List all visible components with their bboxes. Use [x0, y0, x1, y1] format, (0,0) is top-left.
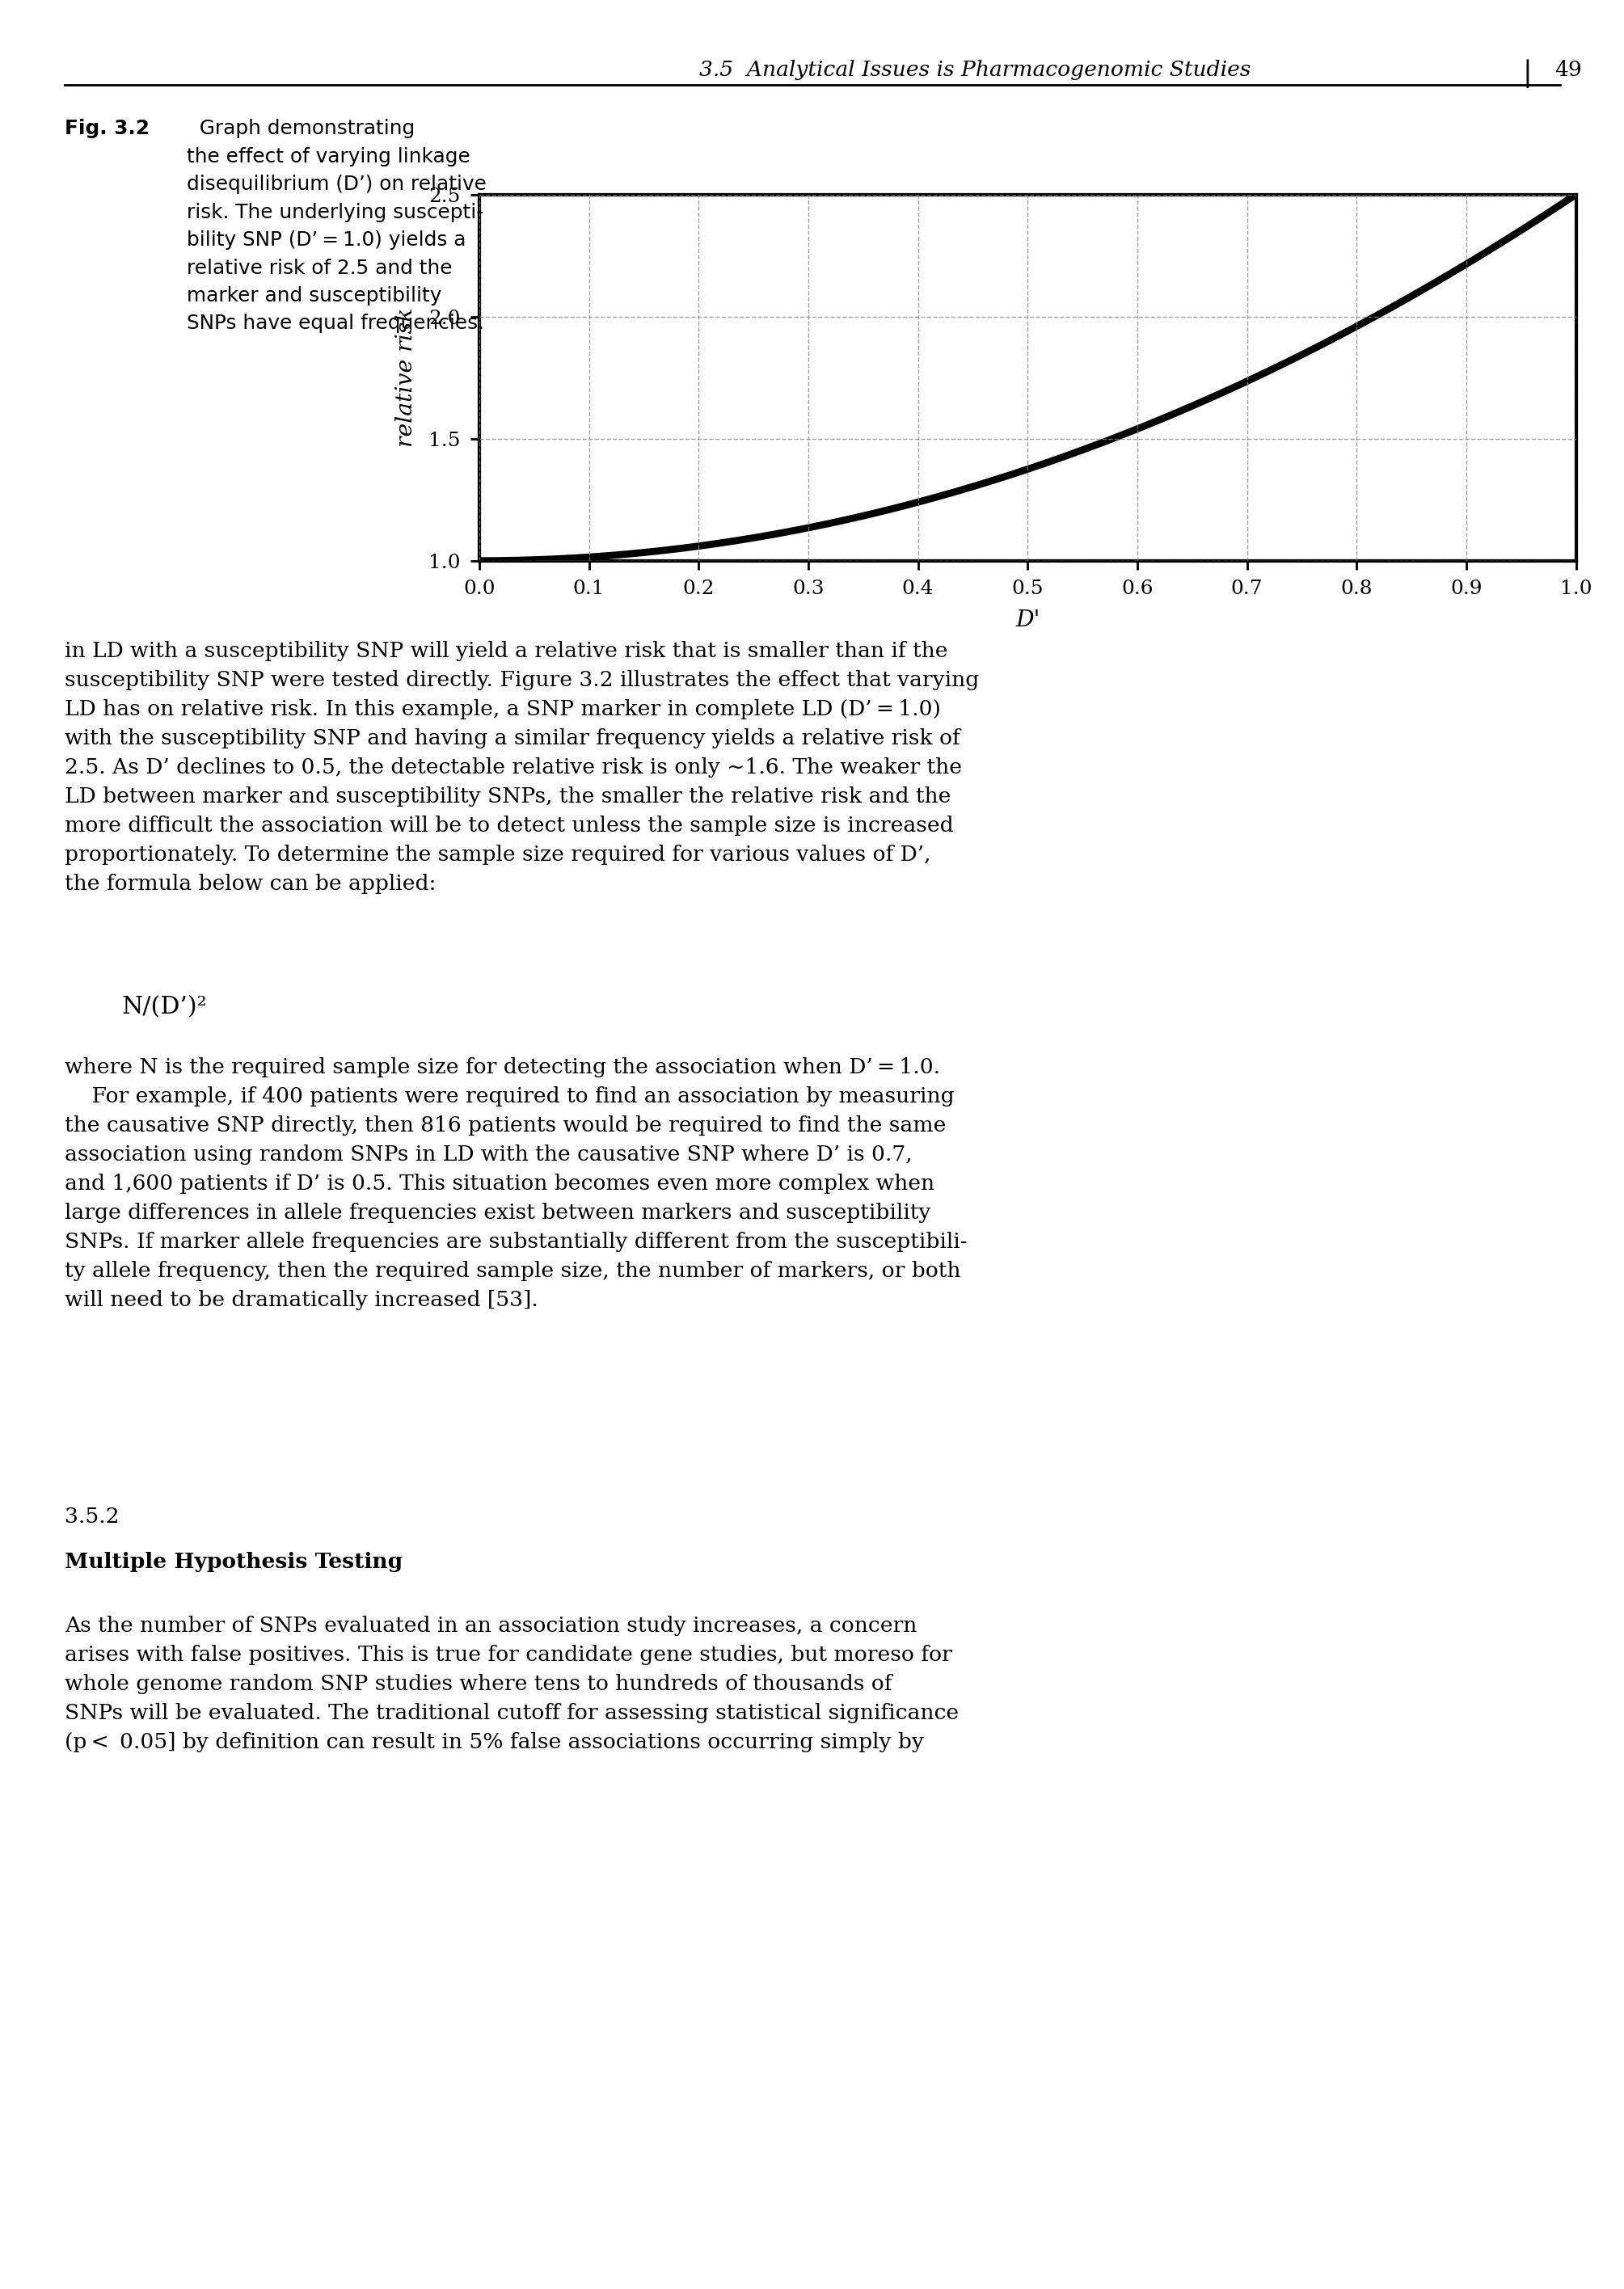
Text: As the number of SNPs evaluated in an association study increases, a concern
ari: As the number of SNPs evaluated in an as… [65, 1616, 958, 1753]
Text: 3.5  Analytical Issues is Pharmacogenomic Studies: 3.5 Analytical Issues is Pharmacogenomic… [698, 60, 1250, 80]
X-axis label: D': D' [1015, 609, 1039, 632]
Text: Graph demonstrating
the effect of varying linkage
disequilibrium (D’) on relativ: Graph demonstrating the effect of varyin… [187, 119, 487, 334]
Y-axis label: relative risk: relative risk [395, 309, 417, 446]
Text: 3.5.2: 3.5.2 [65, 1506, 120, 1527]
Text: Fig. 3.2: Fig. 3.2 [65, 119, 149, 137]
Text: in LD with a susceptibility SNP will yield a relative risk that is smaller than : in LD with a susceptibility SNP will yie… [65, 641, 979, 895]
Text: |: | [1522, 60, 1531, 89]
Text: N/(D’)²: N/(D’)² [122, 996, 208, 1019]
Text: 49: 49 [1554, 60, 1580, 80]
Text: Multiple Hypothesis Testing: Multiple Hypothesis Testing [65, 1552, 403, 1573]
Text: where N is the required sample size for detecting the association when D’ = 1.0.: where N is the required sample size for … [65, 1058, 968, 1312]
